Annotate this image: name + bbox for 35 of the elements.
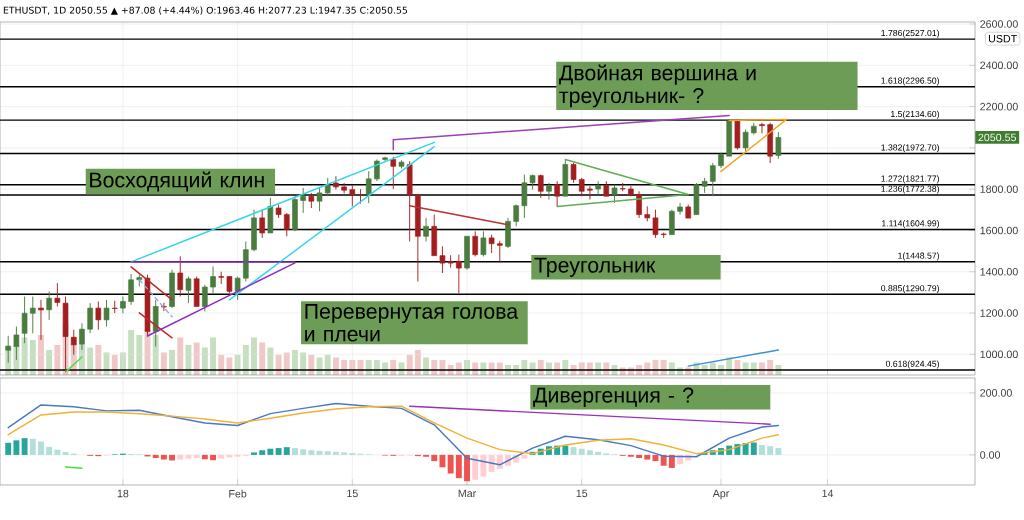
ref-line-label: 0.885(1290.79) (881, 284, 939, 293)
annotation: Дивергенция - ? (533, 387, 694, 407)
y-tick-label: 1000.00 (980, 350, 1018, 359)
y-tick-label: 200.00 (980, 389, 1012, 397)
x-tick-label: 15 (576, 489, 588, 498)
x-tick-label: Mar (458, 489, 477, 498)
text: 2050.55 (978, 133, 1017, 142)
y-tick-label: 2200.00 (980, 102, 1018, 111)
ref-line-label: 1.5(2134.60) (891, 110, 939, 119)
chart-title: ETHUSDT, 1D 2050.55 ▲ +87.08 (+4.44%) O:1963.46 H:2077.23 L:1947.35 C:2050.55 (3, 6, 408, 15)
ref-line-label: 1.272(1821.77) (881, 175, 939, 184)
y-tick-label: 1200.00 (980, 309, 1018, 317)
y-tick-label: 2400.00 (980, 61, 1018, 70)
ref-line-label: 1.382(1972.70) (881, 144, 939, 153)
x-tick-label: 18 (117, 489, 129, 498)
ref-line-label: 1(1448.57) (898, 252, 939, 261)
ref-line-label: 1.236(1772.38) (881, 185, 939, 194)
x-tick-label: 14 (822, 489, 834, 498)
x-tick-label: 15 (347, 489, 358, 498)
ref-line-label: 0.618(924.45) (885, 360, 939, 369)
x-tick-label: Apr (712, 489, 730, 500)
annotation: Восходящий клин (90, 171, 264, 192)
y-axis-title: USDT (988, 34, 1017, 43)
ref-line-label: 1.114(1604.99) (882, 220, 939, 229)
y-tick-label: 1600.00 (980, 226, 1018, 235)
annotation: Треугольник (534, 257, 656, 277)
x-tick-label: Feb (229, 489, 247, 498)
y-tick-label: 2600.00 (980, 20, 1018, 28)
annotation: Двойная вершина и треугольник- ? (559, 64, 756, 108)
annotation: Перевернутая голова и плечи (305, 303, 519, 342)
ref-line-label: 1.786(2527.01) (881, 29, 939, 38)
ref-line-label: 1.618(2296.50) (881, 77, 939, 86)
y-tick-label: 1800.00 (980, 185, 1018, 193)
y-tick-label: 0.00 (980, 451, 1001, 459)
y-tick-label: 1400.00 (980, 268, 1018, 276)
